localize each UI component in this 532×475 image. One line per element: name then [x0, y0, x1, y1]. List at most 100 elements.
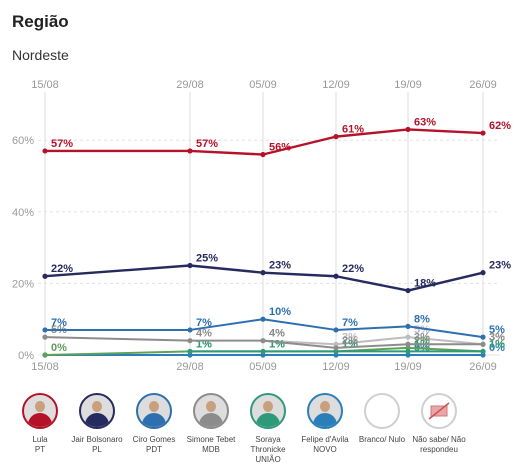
data-label: 5% [489, 324, 505, 336]
legend-label: MDB [202, 445, 220, 454]
y-tick-label: 40% [12, 207, 34, 219]
data-point [405, 287, 411, 294]
candidate-avatar-icon [364, 393, 400, 429]
line-chart: 0% 20% 40% 60% 15/08 15/08 29/08 29/08 05/09 05/0… [12, 79, 511, 373]
data-point [42, 148, 48, 154]
data-label: 4% [269, 328, 285, 340]
data-label: 23% [269, 260, 291, 272]
y-tick-label: 60% [12, 135, 34, 147]
data-point [42, 334, 48, 340]
x-tick-label-bottom: 05/09 [249, 361, 277, 373]
data-point [260, 348, 266, 355]
x-tick-label-bottom: 26/09 [469, 361, 497, 373]
legend-label: Felipe d'Avila [301, 435, 349, 444]
data-point [480, 130, 486, 136]
series-line [45, 128, 484, 156]
data-label: 10% [269, 306, 291, 318]
x-tick-label-bottom: 12/09 [322, 361, 350, 373]
data-point [333, 348, 339, 355]
data-label: 7% [342, 317, 358, 329]
data-point [480, 334, 486, 340]
legend-item[interactable]: Soraya Thronicke UNIÃO [238, 393, 298, 465]
data-point [187, 148, 193, 154]
data-point [405, 323, 411, 329]
legend-item[interactable]: Jair Bolsonaro PL [67, 393, 127, 455]
data-label: 4% [269, 328, 285, 340]
legend-item[interactable]: Felipe d'Avila NOVO [295, 393, 355, 455]
legend-label: Jair Bolsonaro [71, 435, 123, 444]
legend-label: Não sabe/ Não [412, 435, 466, 444]
legend: Lula PT Jair Bolsonaro PL Ciro Gomes PDT Simon… [10, 393, 522, 473]
legend-item[interactable]: Simone Tebet MDB [181, 393, 241, 455]
legend-label: Thronicke [250, 445, 286, 454]
data-point [42, 352, 48, 358]
region-subtitle: Nordeste [12, 47, 69, 63]
candidate-avatar-icon [22, 393, 58, 429]
data-label: 22% [51, 263, 73, 275]
data-label: 3% [342, 331, 358, 343]
legend-item[interactable]: Não sabe/ Não respondeu [409, 393, 469, 455]
data-point [480, 348, 486, 355]
series-line [45, 318, 484, 339]
data-point [187, 348, 193, 355]
data-label: 3% [414, 331, 430, 343]
data-point [405, 345, 411, 351]
data-point [333, 341, 339, 347]
data-label: 1% [269, 338, 285, 350]
data-point [480, 352, 486, 358]
legend-label: Soraya [255, 435, 281, 444]
data-point [187, 352, 193, 358]
legend-label: PL [92, 445, 102, 454]
candidate-avatar-icon [79, 393, 115, 429]
data-point [333, 327, 339, 333]
legend-label: Branco/ Nulo [358, 435, 406, 444]
candidate-avatar-icon [193, 393, 229, 429]
data-label: 1% [489, 338, 505, 350]
data-point [480, 341, 486, 347]
data-point [187, 262, 193, 269]
legend-label: respondeu [420, 445, 458, 454]
data-point [405, 126, 411, 133]
data-label: 57% [51, 138, 73, 150]
candidate-avatar-icon [421, 393, 457, 429]
x-tick-label-top: 19/09 [394, 79, 422, 91]
candidate-avatar-icon [136, 393, 172, 429]
legend-item[interactable]: Lula PT [10, 393, 70, 455]
series-line [262, 336, 484, 346]
data-label: 0% [51, 342, 67, 354]
series-line [44, 264, 484, 292]
data-point [333, 273, 339, 279]
data-point [260, 352, 266, 358]
data-label: 61% [342, 124, 364, 136]
x-tick-label-top: 05/09 [249, 79, 277, 91]
data-point [405, 348, 411, 355]
data-point [405, 341, 411, 347]
data-label: 4% [196, 328, 212, 340]
page-title: Região [12, 12, 69, 31]
data-point [260, 151, 266, 158]
data-point [42, 327, 48, 333]
data-point [405, 352, 411, 358]
legend-item[interactable]: Ciro Gomes PDT [124, 393, 184, 455]
candidate-avatar-icon [307, 393, 343, 429]
data-label: 23% [489, 260, 511, 272]
data-label: 1% [489, 338, 505, 350]
data-point [187, 338, 193, 344]
legend-label: Lula [32, 435, 48, 444]
legend-item[interactable]: Branco/ Nulo [352, 393, 412, 445]
legend-label: UNIÃO [255, 455, 281, 464]
x-tick-label-top: 12/09 [322, 79, 350, 91]
data-point [333, 134, 339, 140]
data-label: 56% [269, 142, 291, 154]
data-point [480, 270, 486, 276]
data-label: 0% [489, 342, 505, 354]
data-label: 62% [489, 120, 511, 132]
legend-label: NOVO [313, 445, 337, 454]
data-point [260, 270, 266, 276]
x-tick-label-bottom: 15/08 [31, 361, 59, 373]
data-label: 25% [196, 253, 218, 265]
data-label: 7% [51, 317, 67, 329]
candidate-avatar-icon [250, 393, 286, 429]
data-point [187, 327, 193, 333]
